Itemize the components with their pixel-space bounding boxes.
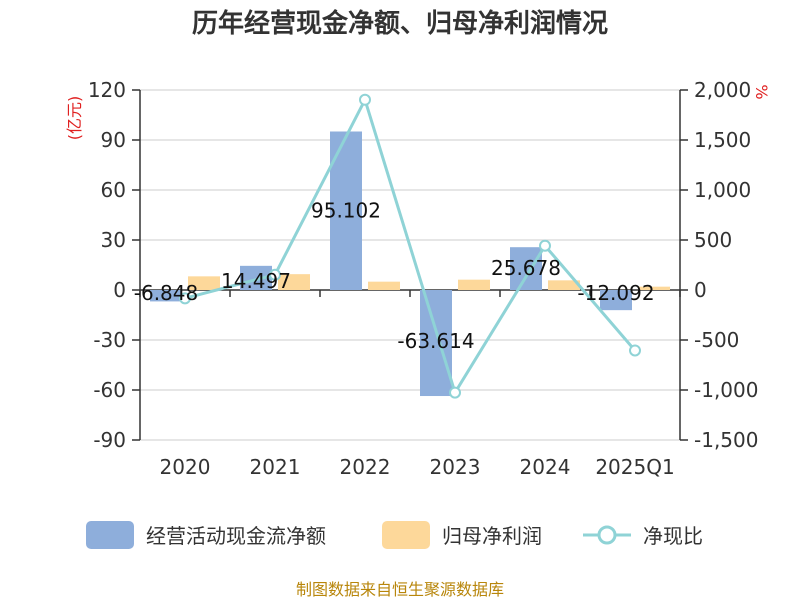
ratio-point [539, 239, 551, 252]
bar-cashflow [600, 290, 632, 311]
left-tick-label: -60 [93, 378, 126, 402]
bar-netprofit [548, 280, 580, 290]
left-axis-unit: (亿元) [65, 96, 84, 141]
legend-item-netprofit[interactable]: 归母净利润 [382, 521, 542, 549]
right-tick-label: 2,000 [694, 78, 751, 102]
left-tick-label: 0 [113, 278, 126, 302]
data-label-cashflow: 25.678 [491, 256, 561, 280]
legend-label-cashflow: 经营活动现金流净额 [146, 524, 326, 548]
x-tick-label: 2024 [520, 455, 571, 479]
ratio-line [179, 93, 641, 399]
left-tick-label: 90 [101, 128, 126, 152]
legend: 经营活动现金流净额 归母净利润 净现比 [86, 521, 703, 549]
left-tick-label: -90 [93, 428, 126, 452]
legend-label-ratio: 净现比 [643, 524, 703, 548]
chart-title: 历年经营现金净额、归母净利润情况 [192, 8, 608, 39]
left-tick-label: 60 [101, 178, 126, 202]
left-tick-label: -30 [93, 328, 126, 352]
data-label-cashflow: 14.497 [221, 269, 291, 293]
right-tick-label: 1,000 [694, 178, 751, 202]
bar-cashflow [420, 290, 452, 397]
x-tick-label: 2021 [250, 455, 301, 479]
legend-label-netprofit: 归母净利润 [442, 524, 542, 548]
data-labels: -6.848 14.497 95.102 -63.614 25.678 -12.092 [134, 198, 655, 353]
right-tick-label: 0 [694, 278, 707, 302]
data-label-cashflow: -6.848 [134, 281, 198, 305]
data-label-cashflow: -63.614 [397, 329, 474, 353]
bars [150, 131, 670, 397]
x-tick-label: 2025Q1 [595, 455, 674, 479]
legend-item-ratio[interactable]: 净现比 [583, 524, 703, 548]
legend-marker-ratio [597, 525, 617, 545]
right-tick-label: -1,500 [694, 428, 758, 452]
ratio-point [629, 344, 641, 357]
data-label-cashflow: 95.102 [311, 198, 381, 222]
grid-lines [140, 89, 680, 441]
x-tick-label: 2023 [430, 455, 481, 479]
right-tick-label: -500 [694, 328, 739, 352]
ratio-polyline [184, 95, 637, 397]
bar-netprofit [278, 274, 310, 290]
legend-swatch-cashflow [86, 521, 134, 549]
ratio-point [269, 268, 281, 281]
right-axis-unit: % [752, 84, 771, 99]
bar-cashflow [150, 290, 182, 302]
legend-swatch-netprofit [382, 521, 430, 549]
ratio-point [449, 386, 461, 399]
legend-item-cashflow[interactable]: 经营活动现金流净额 [86, 521, 326, 549]
right-tick-label: 500 [694, 228, 732, 252]
bar-netprofit [368, 281, 400, 290]
right-tick-label: 1,500 [694, 128, 751, 152]
data-label-cashflow: -12.092 [577, 281, 654, 305]
right-tick-label: -1,000 [694, 378, 758, 402]
bar-cashflow [510, 247, 542, 290]
x-tick-label: 2020 [160, 455, 211, 479]
ratio-point [179, 292, 191, 305]
left-tick-label: 120 [88, 78, 126, 102]
source-note: 制图数据来自恒生聚源数据库 [296, 580, 504, 599]
x-tick-label: 2022 [340, 455, 391, 479]
left-tick-label: 30 [101, 228, 126, 252]
bar-netprofit [458, 279, 490, 290]
bar-netprofit [188, 276, 220, 290]
axes: 120 90 60 30 0 -30 -60 -90 2,000 1,500 1,000 500 0 -5… [88, 78, 759, 479]
bar-netprofit [638, 286, 670, 290]
ratio-point [359, 93, 371, 106]
